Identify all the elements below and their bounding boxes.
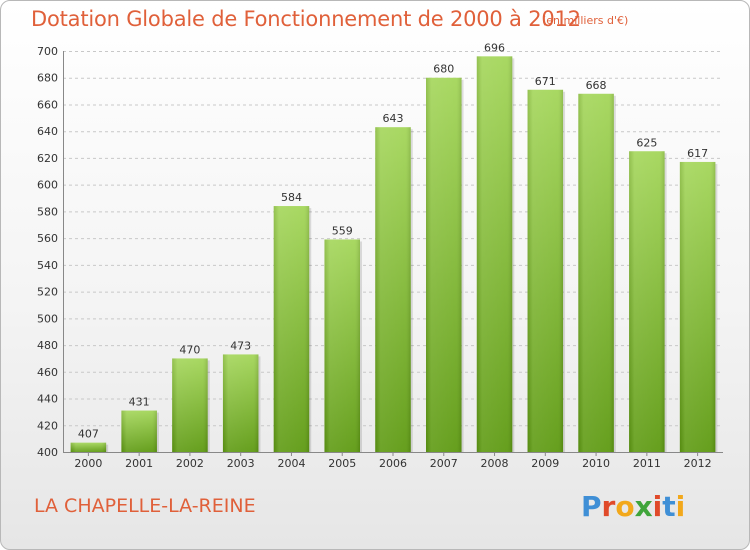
data-label: 668	[586, 79, 607, 92]
data-label: 584	[281, 191, 302, 204]
data-label: 625	[636, 136, 657, 149]
chart-title: Dotation Globale de Fonctionnement de 20…	[31, 7, 581, 31]
y-tick-label: 520	[37, 286, 58, 299]
bar-shade	[679, 161, 716, 452]
y-tick-label: 580	[37, 205, 58, 218]
bar-shade	[426, 77, 462, 452]
bar-layer	[70, 56, 718, 453]
x-tick-label: 2008	[481, 457, 509, 470]
bar-shade	[273, 206, 310, 452]
x-tick-label: 2003	[227, 457, 255, 470]
y-tick-label: 600	[37, 179, 58, 192]
bar-shade	[324, 239, 360, 452]
label-layer: 407 2000 431 2001 470 2002 473 2003 584 2004 559 20…	[74, 41, 711, 470]
y-tick-label: 440	[37, 393, 58, 406]
bar-shade	[222, 354, 259, 452]
logo-letter: i	[652, 490, 663, 523]
data-label: 473	[230, 339, 251, 352]
x-tick-label: 2000	[74, 457, 102, 470]
x-tick-label: 2011	[633, 457, 661, 470]
logo-letter: o	[615, 490, 635, 523]
bar-shade	[527, 89, 564, 452]
x-tick-label: 2012	[684, 457, 712, 470]
data-label: 643	[383, 112, 404, 125]
y-tick-label: 700	[37, 45, 58, 58]
logo-letter: P	[581, 490, 602, 523]
unit-note: (en milliers d'€)	[542, 14, 629, 27]
data-label: 470	[179, 343, 200, 356]
y-tick-label: 400	[37, 446, 58, 459]
x-tick-label: 2010	[582, 457, 610, 470]
y-tick-label: 460	[37, 366, 58, 379]
x-tick-label: 2001	[125, 457, 153, 470]
bar-shade	[121, 410, 157, 452]
x-tick-label: 2004	[277, 457, 305, 470]
logo-letter: x	[634, 490, 653, 523]
bar-shade	[629, 151, 665, 452]
logo-letter: r	[601, 490, 616, 523]
bar-shade	[578, 93, 614, 453]
proxiti-logo[interactable]: Proxiti	[581, 490, 685, 523]
axis-layer: 400 420 440 460 480 500 520 540 560 580 600 620 640 6…	[37, 45, 723, 459]
data-label: 559	[332, 224, 353, 237]
x-tick-label: 2006	[379, 457, 407, 470]
logo-letter: i	[675, 490, 686, 523]
y-tick-label: 540	[37, 259, 58, 272]
y-tick-label: 500	[37, 312, 58, 325]
bar-shade	[70, 442, 107, 452]
data-label: 431	[129, 396, 150, 409]
data-label: 407	[78, 428, 99, 441]
y-tick-label: 560	[37, 232, 58, 245]
data-label: 680	[433, 63, 454, 76]
x-tick-label: 2002	[176, 457, 204, 470]
x-tick-label: 2007	[430, 457, 458, 470]
logo-letter: t	[662, 490, 676, 523]
x-tick-label: 2009	[531, 457, 559, 470]
x-tick-label: 2005	[328, 457, 356, 470]
data-label: 671	[535, 75, 556, 88]
bar-shade	[172, 358, 208, 452]
data-label: 617	[687, 147, 708, 160]
y-tick-label: 620	[37, 152, 58, 165]
y-tick-label: 680	[37, 72, 58, 85]
bar-shade	[375, 127, 411, 452]
y-tick-label: 480	[37, 339, 58, 352]
city-name: LA CHAPELLE-LA-REINE	[34, 495, 256, 517]
y-tick-label: 640	[37, 125, 58, 138]
data-label: 696	[484, 41, 505, 54]
bar-shade	[476, 56, 513, 452]
y-tick-label: 660	[37, 98, 58, 111]
y-tick-label: 420	[37, 419, 58, 432]
